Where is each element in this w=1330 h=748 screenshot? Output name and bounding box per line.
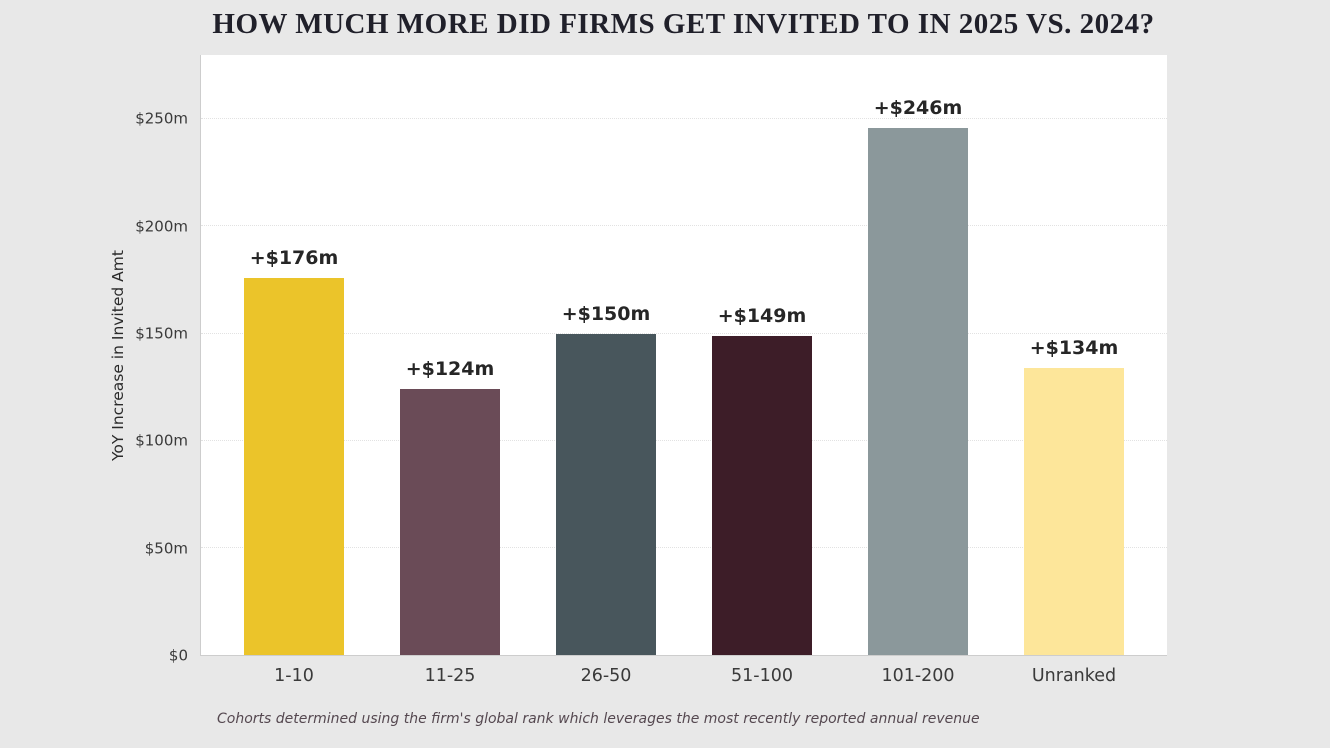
bar-26-50: +$150m xyxy=(556,303,656,655)
x-tick-label: Unranked xyxy=(1031,666,1117,686)
gridline xyxy=(201,225,1167,227)
y-tick-label: $0 xyxy=(168,646,188,665)
x-tick-label: 51-100 xyxy=(731,666,793,686)
bar-11-25: +$124m xyxy=(400,358,500,655)
plot-area: +$176m 1-10 +$124m 11-25 +$150m 26-50 +$149m 51… xyxy=(200,55,1167,686)
bar-value-label: +$149m xyxy=(717,304,807,327)
bar-101-200: +$246m xyxy=(868,97,968,655)
bar-value-label: +$124m xyxy=(405,358,495,381)
chart-title: HOW MUCH MORE DID FIRMS GET INVITED TO I… xyxy=(212,8,1155,40)
gridline xyxy=(201,332,1167,334)
bar-column-51-100: +$149m 51-100 xyxy=(684,55,840,686)
gridline xyxy=(201,439,1167,441)
y-axis-ticks: $0 $50m $100m $150m $200m $250m xyxy=(0,55,188,663)
x-tick-label: 11-25 xyxy=(424,666,476,686)
bar-column-101-200: +$246m 101-200 xyxy=(840,55,996,686)
gridline xyxy=(201,546,1167,548)
bar-value-label: +$134m xyxy=(1029,336,1119,359)
x-tick-label: 101-200 xyxy=(881,666,955,686)
bar-column-1-10: +$176m 1-10 xyxy=(216,55,372,686)
bar-column-26-50: +$150m 26-50 xyxy=(528,55,684,686)
x-tick-label: 26-50 xyxy=(580,666,632,686)
y-tick-label: $200m xyxy=(135,217,188,236)
y-tick-label: $250m xyxy=(135,109,188,128)
y-tick-label: $100m xyxy=(135,431,188,450)
x-tick-label: 1-10 xyxy=(274,666,314,686)
bar-column-11-25: +$124m 11-25 xyxy=(372,55,528,686)
bar-value-label: +$150m xyxy=(561,302,651,325)
bar-1-10: +$176m xyxy=(244,247,344,655)
bars-container: +$176m 1-10 +$124m 11-25 +$150m 26-50 +$149m 51… xyxy=(201,55,1167,686)
bar-column-unranked: +$134m Unranked xyxy=(996,55,1152,686)
footnote: Cohorts determined using the firm's glob… xyxy=(217,711,980,727)
bar-value-label: +$246m xyxy=(873,96,963,119)
bar-51-100: +$149m xyxy=(712,305,812,655)
y-tick-label: $50m xyxy=(144,539,188,558)
bar-unranked: +$134m xyxy=(1024,337,1124,655)
bar-value-label: +$176m xyxy=(249,246,339,269)
y-tick-label: $150m xyxy=(135,324,188,343)
gridline xyxy=(201,118,1167,120)
